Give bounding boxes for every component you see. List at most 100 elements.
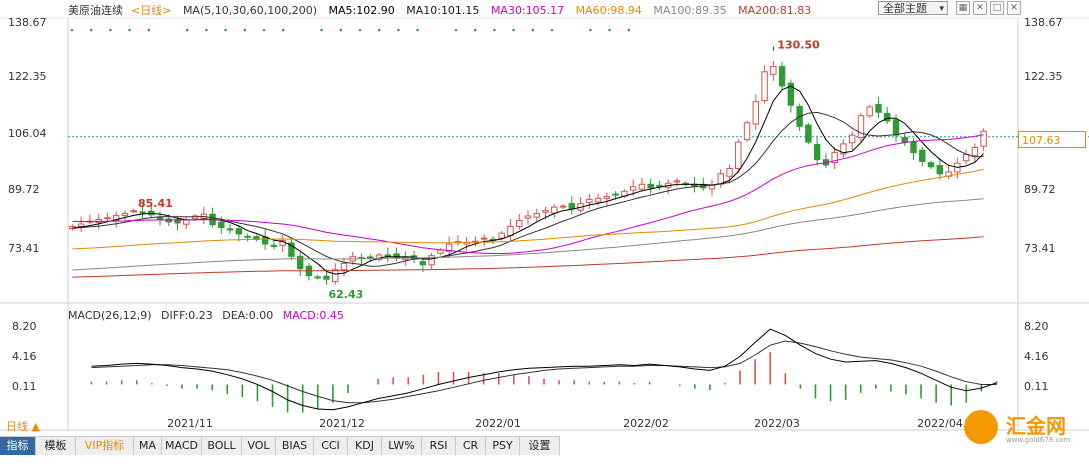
signal-dot bbox=[320, 28, 323, 32]
candle-body bbox=[332, 269, 339, 283]
candle-body bbox=[673, 180, 681, 183]
tab-bias[interactable]: BIAS bbox=[276, 437, 314, 455]
y-tick-left: 138.67 bbox=[8, 16, 47, 29]
y-tick-left: 73.41 bbox=[8, 242, 40, 255]
macd-y-tick-right: 8.20 bbox=[1024, 320, 1049, 333]
candle-body bbox=[323, 275, 330, 280]
watermark-logo: 汇金网 www.gold678.com bbox=[964, 408, 1084, 448]
signal-dot bbox=[454, 28, 458, 32]
tab-template[interactable]: 模板 bbox=[36, 437, 76, 455]
candle-body bbox=[638, 183, 646, 190]
ma200-line bbox=[72, 236, 984, 278]
candle-body bbox=[314, 276, 321, 279]
ma60-line bbox=[72, 168, 984, 250]
dea-line bbox=[91, 340, 997, 404]
y-tick-left: 122.35 bbox=[8, 70, 47, 83]
ma200-value: MA200:81.83 bbox=[738, 4, 812, 17]
candle-body bbox=[805, 124, 812, 143]
macd-y-tick-right: 4.16 bbox=[1024, 350, 1049, 363]
candle-body bbox=[244, 235, 251, 238]
ma30-line bbox=[72, 134, 984, 254]
macd-y-tick-left: 4.16 bbox=[12, 350, 37, 363]
symbol-name: 美原油连续 bbox=[68, 4, 123, 17]
candle-body bbox=[831, 152, 838, 164]
tab-rsi[interactable]: RSI bbox=[422, 437, 456, 455]
candle-body bbox=[726, 167, 733, 177]
tab-cr[interactable]: CR bbox=[456, 437, 486, 455]
x-tick-label: 2021/12 bbox=[319, 417, 365, 430]
tab-macd[interactable]: MACD bbox=[162, 437, 202, 455]
candle-body bbox=[840, 143, 847, 155]
candle-body bbox=[516, 220, 523, 227]
tab-settings[interactable]: 设置 bbox=[520, 437, 560, 455]
candle-body bbox=[927, 162, 935, 168]
signal-dot bbox=[493, 28, 496, 32]
candle-body bbox=[218, 221, 225, 229]
signal-dot bbox=[416, 28, 419, 32]
candle-body bbox=[191, 215, 199, 220]
candle-body bbox=[130, 210, 137, 213]
candle-body bbox=[340, 262, 348, 271]
signal-dot bbox=[109, 28, 112, 32]
candle-body bbox=[629, 186, 637, 191]
signal-dot bbox=[397, 28, 400, 32]
macd-config-label[interactable]: MACD(26,12,9) bbox=[68, 309, 152, 322]
candle-body bbox=[778, 66, 786, 87]
candle-body bbox=[962, 153, 970, 162]
candle-body bbox=[980, 130, 987, 147]
high-label: 85.41 bbox=[138, 197, 173, 210]
low-label: 62.43 bbox=[328, 288, 363, 301]
candle-body bbox=[235, 228, 243, 235]
logo-icon bbox=[964, 410, 998, 444]
close-icon[interactable]: ✕ bbox=[1007, 1, 1021, 15]
candle-body bbox=[393, 253, 400, 259]
candle-body bbox=[139, 211, 146, 214]
candle-body bbox=[437, 249, 444, 254]
signal-dot bbox=[185, 28, 189, 32]
ma-config-label[interactable]: MA(5,10,30,60,100,200) bbox=[182, 4, 317, 17]
signal-dot bbox=[128, 28, 131, 32]
tab-vol[interactable]: VOL bbox=[242, 437, 276, 455]
signal-dot bbox=[627, 28, 631, 32]
topic-dropdown[interactable]: 全部主题 bbox=[878, 1, 948, 16]
ma10-value: MA10:101.15 bbox=[406, 4, 480, 17]
period-tag[interactable]: <日线> bbox=[131, 4, 172, 17]
macd-macd-value: MACD:0.45 bbox=[282, 309, 344, 322]
macd-legend: MACD(26,12,9) DIFF:0.23 DEA:0.00 MACD:0.… bbox=[68, 309, 350, 322]
candle-body bbox=[156, 216, 164, 220]
maximize-icon[interactable]: □ bbox=[990, 1, 1004, 15]
candle-body bbox=[296, 255, 304, 270]
close-small-icon[interactable]: ✕ bbox=[973, 1, 987, 15]
signal-dot bbox=[339, 28, 343, 32]
y-tick-right: 138.67 bbox=[1024, 16, 1063, 29]
signal-dot bbox=[205, 28, 208, 32]
signal-dot bbox=[531, 28, 535, 32]
x-tick-label: 2022/01 bbox=[475, 417, 521, 430]
candle-body bbox=[174, 218, 181, 224]
tab-boll[interactable]: BOLL bbox=[202, 437, 242, 455]
tab-vip-indicators[interactable]: VIP指标 bbox=[76, 437, 134, 455]
signal-dot bbox=[550, 28, 554, 32]
y-tick-right: 89.72 bbox=[1024, 183, 1056, 196]
candle-body bbox=[121, 212, 129, 217]
signal-dot bbox=[358, 28, 362, 32]
tab-indicators[interactable]: 指标 bbox=[0, 437, 36, 455]
grid-icon[interactable]: ▦ bbox=[956, 1, 970, 15]
tab-lw[interactable]: LW% bbox=[382, 437, 422, 455]
signal-dot bbox=[243, 28, 247, 32]
signal-dot bbox=[589, 28, 592, 32]
macd-y-tick-left: 0.11 bbox=[12, 380, 37, 393]
candle-body bbox=[735, 141, 742, 169]
candle-body bbox=[367, 256, 374, 259]
tab-cci[interactable]: CCI bbox=[314, 437, 348, 455]
tab-psy[interactable]: PSY bbox=[486, 437, 520, 455]
candle-body bbox=[743, 122, 751, 141]
tab-kdj[interactable]: KDJ bbox=[348, 437, 382, 455]
candle-body bbox=[971, 146, 979, 157]
tab-ma[interactable]: MA bbox=[134, 437, 162, 455]
x-tick-label: 2022/02 bbox=[623, 417, 669, 430]
candle-body bbox=[761, 71, 768, 101]
candle-body bbox=[770, 66, 777, 75]
candle-body bbox=[480, 237, 488, 240]
period-tab-daily[interactable]: 日线 ▲ bbox=[6, 420, 40, 433]
